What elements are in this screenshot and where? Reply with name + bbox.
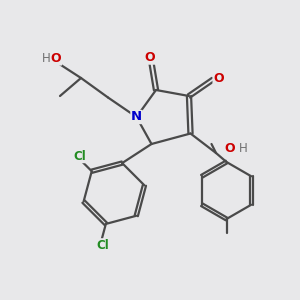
Text: O: O xyxy=(213,71,224,85)
Text: Cl: Cl xyxy=(73,150,86,163)
Text: N: N xyxy=(131,110,142,124)
Text: Cl: Cl xyxy=(97,239,110,252)
Text: O: O xyxy=(51,52,62,65)
Text: H: H xyxy=(42,52,51,65)
Text: H: H xyxy=(238,142,247,155)
Text: O: O xyxy=(145,51,155,64)
Text: O: O xyxy=(224,142,235,155)
